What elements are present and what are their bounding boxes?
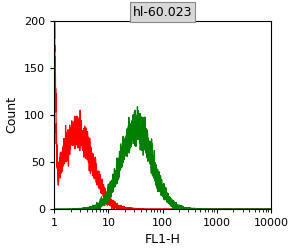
X-axis label: FL1-H: FL1-H — [145, 233, 181, 246]
Y-axis label: Count: Count — [6, 97, 19, 134]
Title: hl-60.023: hl-60.023 — [133, 6, 192, 19]
